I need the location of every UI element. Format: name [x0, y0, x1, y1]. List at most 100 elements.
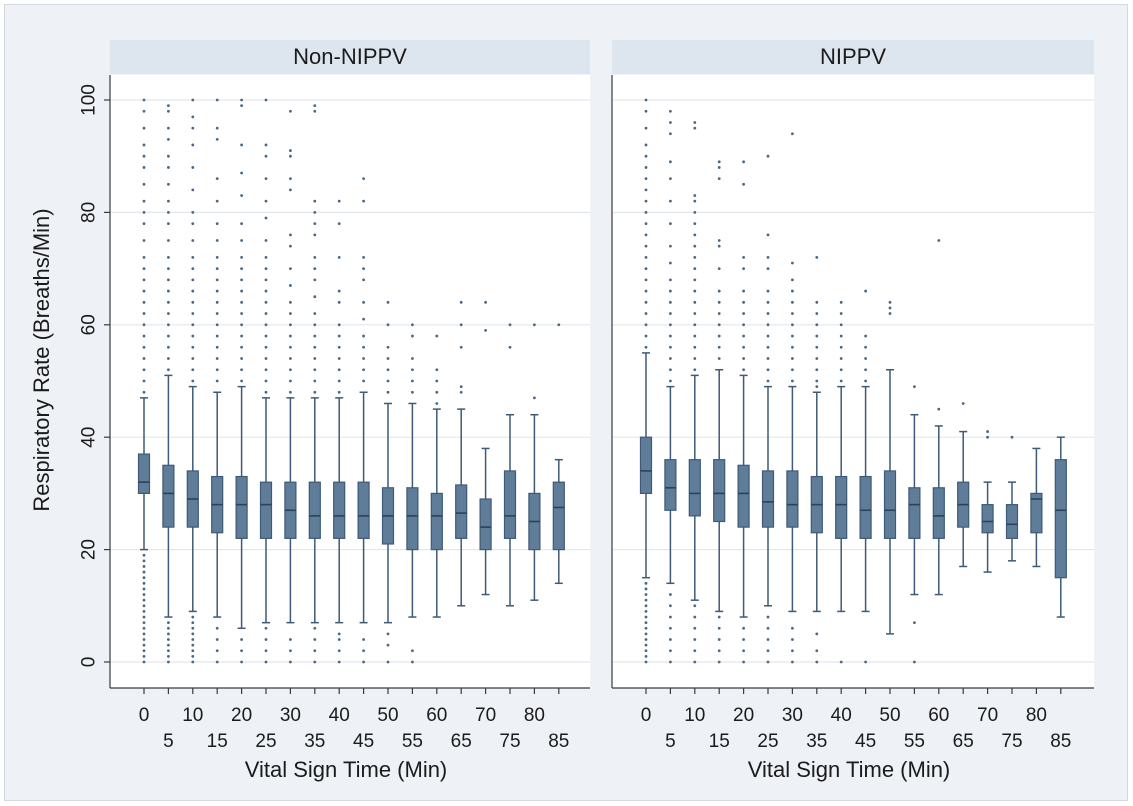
outlier-point [459, 300, 463, 304]
outlier-point [264, 289, 268, 293]
outlier-point [215, 626, 219, 630]
outlier-point [693, 121, 697, 124]
outlier-point [766, 289, 770, 293]
outlier-point [167, 312, 170, 315]
outlier-point [864, 379, 867, 383]
box-30 [284, 109, 297, 664]
x-tick-label: 5 [665, 731, 676, 752]
iqr-box [333, 481, 346, 539]
outlier-point [142, 638, 146, 641]
outlier-point [313, 379, 317, 383]
outlier-point [264, 368, 268, 372]
outlier-point [742, 357, 745, 360]
outlier-point [411, 390, 414, 394]
chart-figure: Non-NIPPV 0 20 40 60 80 100 0 5 10 15 20 25 30 35 40 45 5… [4, 4, 1128, 801]
outlier-point [693, 222, 697, 226]
outlier-point [142, 222, 146, 226]
outlier-point [815, 323, 819, 327]
outlier-point [669, 638, 672, 641]
outlier-point [766, 255, 770, 259]
outlier-point [142, 559, 146, 563]
outlier-point [289, 284, 292, 287]
box-55 [406, 323, 419, 664]
outlier-point [142, 211, 146, 214]
outlier-point [167, 199, 170, 203]
outlier-point [142, 643, 146, 647]
outlier-point [693, 126, 697, 130]
outlier-point [644, 345, 648, 349]
outlier-point [313, 255, 317, 259]
outlier-point [386, 643, 390, 647]
outlier-point [191, 300, 195, 304]
outlier-point [167, 660, 170, 664]
outlier-point [215, 222, 219, 226]
outlier-point [791, 649, 794, 653]
outlier-point [864, 660, 867, 664]
box-10 [186, 98, 199, 664]
outlier-point [167, 626, 170, 630]
outlier-point [693, 626, 697, 630]
outlier-point [644, 334, 648, 338]
x-tick-label: 75 [1001, 731, 1022, 752]
outlier-point [191, 239, 195, 242]
iqr-box [357, 481, 370, 539]
outlier-point [142, 289, 146, 293]
outlier-point [191, 98, 195, 102]
outlier-point [766, 233, 770, 237]
outlier-point [693, 638, 697, 641]
outlier-point [215, 345, 219, 349]
outlier-point [386, 390, 390, 394]
outlier-point [669, 222, 672, 226]
iqr-box [406, 487, 419, 551]
outlier-point [533, 396, 536, 400]
outlier-point [693, 357, 697, 360]
outlier-point [313, 390, 317, 394]
outlier-point [839, 345, 843, 349]
outlier-point [142, 610, 146, 613]
outlier-point [264, 626, 268, 630]
box-80 [528, 323, 541, 601]
outlier-point [337, 300, 341, 304]
iqr-box [639, 436, 653, 495]
outlier-point [937, 407, 941, 411]
outlier-point [362, 649, 365, 653]
outlier-point [693, 345, 697, 349]
outlier-point [337, 199, 341, 203]
outlier-point [766, 312, 770, 315]
outlier-point [191, 143, 195, 147]
y-axis-title: Respiratory Rate (Breaths/Min) [29, 208, 54, 511]
outlier-point [313, 109, 317, 113]
outlier-point [459, 345, 463, 349]
outlier-point [791, 357, 794, 360]
box-15 [211, 98, 224, 664]
outlier-point [142, 255, 146, 259]
outlier-point [791, 638, 794, 641]
outlier-point [644, 593, 648, 596]
outlier-point [791, 626, 794, 630]
outlier-point [533, 323, 536, 327]
x-tick-label: 5 [163, 731, 174, 752]
box-plot-svg: Non-NIPPV0204060801000510152025303540455… [29, 40, 1094, 782]
x-tick-label: 50 [879, 705, 900, 726]
outlier-point [693, 211, 697, 214]
outlier-point [142, 199, 146, 203]
outlier-point [913, 660, 916, 664]
outlier-point [215, 289, 219, 293]
box-80 [1030, 447, 1043, 568]
outlier-point [717, 345, 721, 349]
x-tick-label: 50 [377, 705, 398, 726]
outlier-point [717, 334, 721, 338]
outlier-point [644, 267, 648, 270]
outlier-point [386, 357, 390, 360]
outlier-point [142, 312, 146, 315]
x-tick-label: 45 [353, 731, 374, 752]
outlier-point [142, 182, 146, 186]
outlier-point [167, 126, 170, 130]
outlier-point [742, 312, 745, 315]
outlier-point [766, 638, 770, 641]
outlier-point [766, 154, 770, 158]
x-tick-label: 10 [182, 705, 203, 726]
outlier-point [669, 109, 672, 113]
outlier-point [337, 222, 341, 226]
outlier-point [644, 222, 648, 226]
